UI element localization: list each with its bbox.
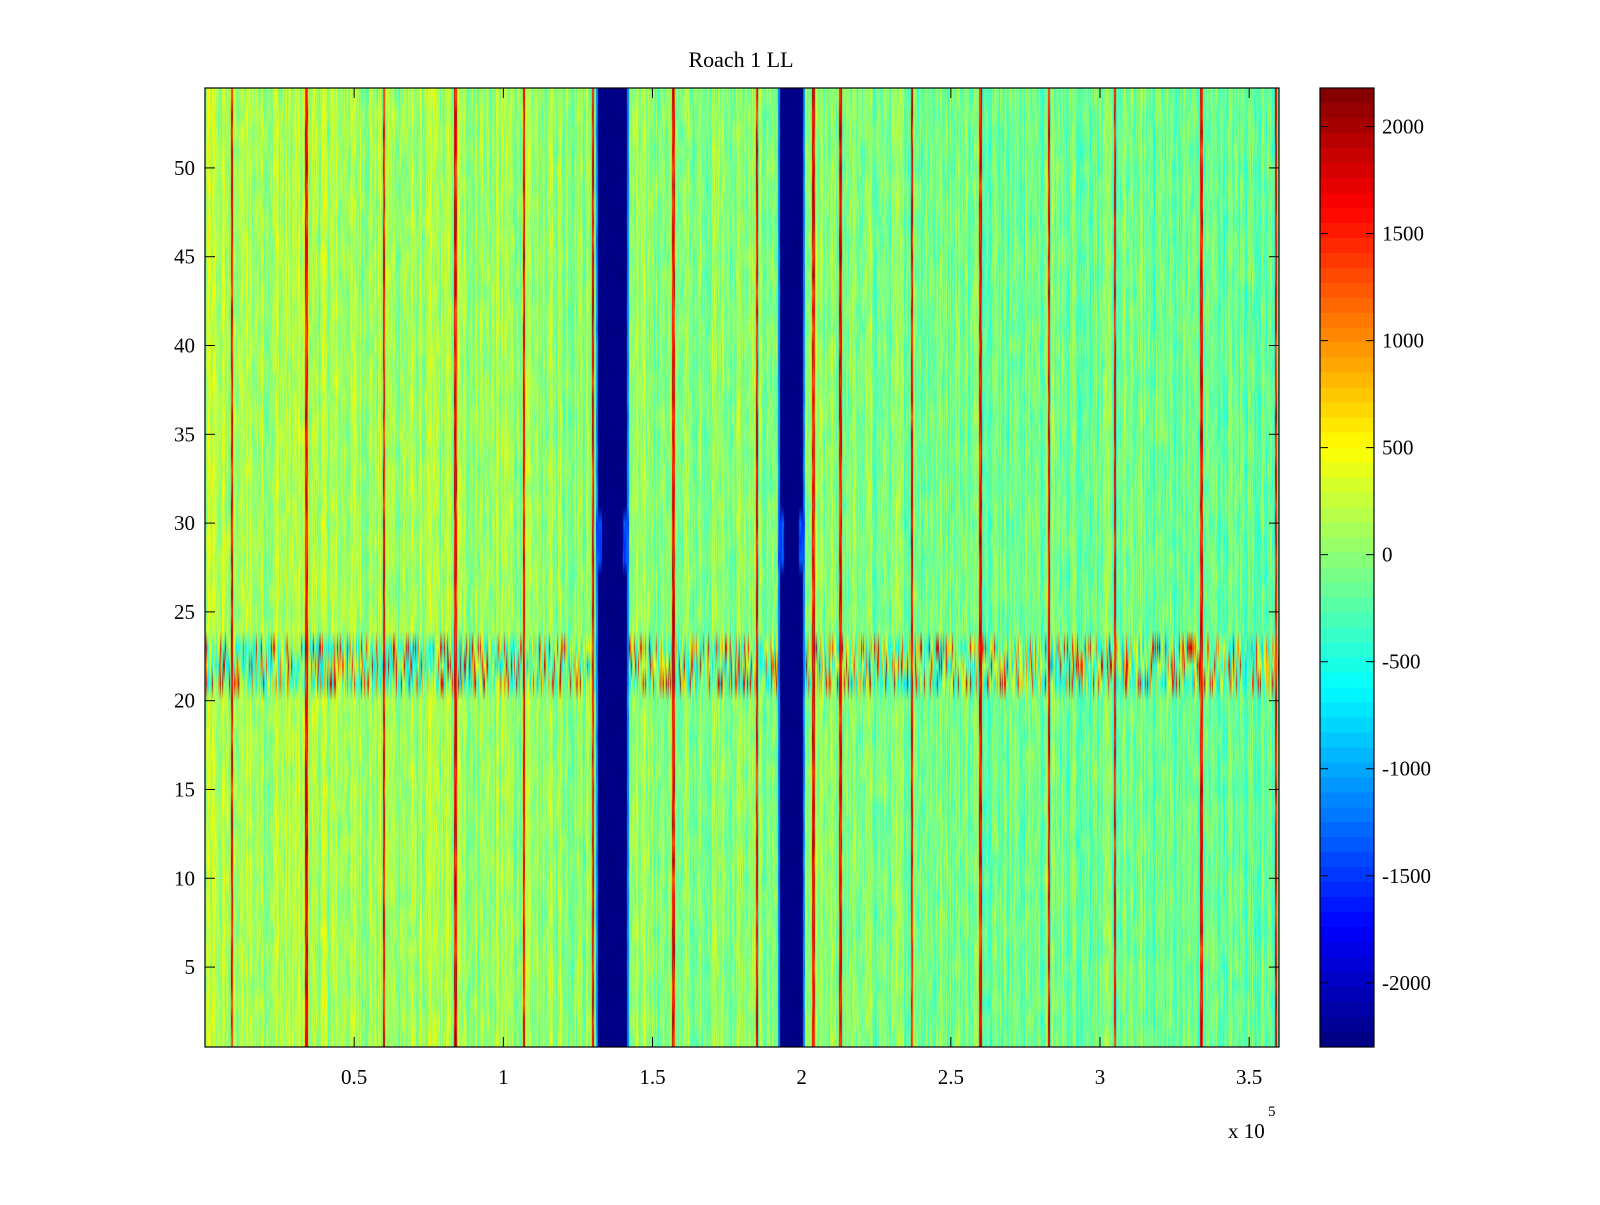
y-tick-label: 35 — [174, 422, 195, 446]
colorbar-gradient — [1320, 88, 1374, 1047]
plot-area — [204, 87, 1280, 1048]
colorbar-tick-label: 1500 — [1382, 222, 1424, 246]
colorbar-tick-label: -500 — [1382, 650, 1421, 674]
x-axis-multiplier: x 10 5 — [1228, 1104, 1276, 1143]
y-tick-label: 40 — [174, 334, 195, 358]
heatmap-image — [205, 88, 1279, 1047]
y-tick-label: 20 — [174, 689, 195, 713]
colorbar-tick-label: -1000 — [1382, 757, 1431, 781]
chart-title: Roach 1 LL — [688, 47, 793, 72]
y-axis: 5 10 15 20 25 30 35 40 45 50 — [174, 156, 1279, 979]
x-tick-label: 0.5 — [341, 1065, 367, 1089]
x-tick-label: 1 — [498, 1065, 509, 1089]
colorbar-tick-label: 0 — [1382, 543, 1393, 567]
y-tick-label: 50 — [174, 156, 195, 180]
colorbar: 2000 1500 1000 500 0 -500 -1000 -1500 -2000 — [1319, 87, 1431, 1048]
x-tick-label: 1.5 — [639, 1065, 665, 1089]
colorbar-tick-label: 1000 — [1382, 329, 1424, 353]
colorbar-tick-label: 2000 — [1382, 115, 1424, 139]
y-tick-label: 15 — [174, 777, 195, 801]
colorbar-tick-label: -2000 — [1382, 971, 1431, 995]
colorbar-frame — [1319, 87, 1375, 1048]
plot-frame — [204, 87, 1280, 1048]
y-tick-label: 10 — [174, 866, 195, 890]
x-multiplier-exponent: 5 — [1268, 1104, 1276, 1120]
colorbar-tick-label: -1500 — [1382, 864, 1431, 888]
y-tick-label: 30 — [174, 511, 195, 535]
colorbar-ticks: 2000 1500 1000 500 0 -500 -1000 -1500 -2000 — [1320, 115, 1431, 995]
x-tick-label: 2 — [796, 1065, 807, 1089]
x-tick-label: 3 — [1095, 1065, 1106, 1089]
x-tick-label: 3.5 — [1236, 1065, 1262, 1089]
y-tick-label: 5 — [185, 955, 196, 979]
x-tick-label: 2.5 — [938, 1065, 964, 1089]
y-tick-label: 25 — [174, 600, 195, 624]
colorbar-tick-label: 500 — [1382, 436, 1414, 460]
y-tick-label: 45 — [174, 245, 195, 269]
x-multiplier-base: x 10 — [1228, 1119, 1265, 1143]
x-axis: 0.5 1 1.5 2 2.5 3 3.5 — [341, 88, 1262, 1089]
